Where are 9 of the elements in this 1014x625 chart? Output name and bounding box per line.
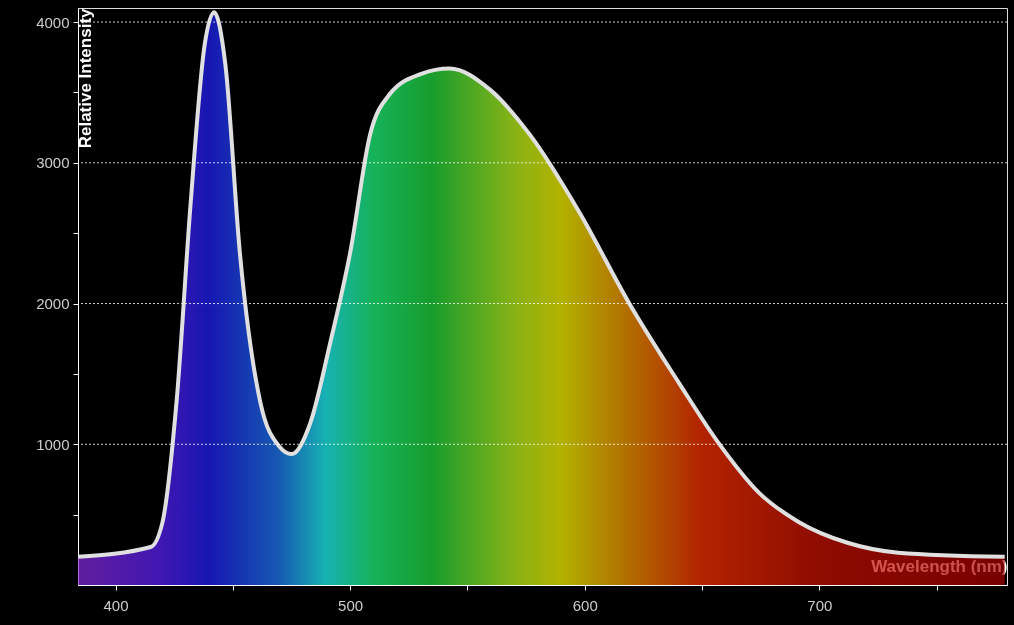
y-axis-title: Relative Intensity (75, 7, 95, 149)
x-tick-label: 500 (338, 596, 364, 614)
y-tick-label: 1000 (36, 435, 70, 453)
y-tick-label: 2000 (36, 295, 70, 313)
x-tick-label: 600 (572, 596, 598, 614)
y-tick-label: 4000 (36, 13, 70, 31)
x-tick-label: 700 (807, 596, 833, 614)
x-tick-label: 400 (103, 596, 129, 614)
y-tick-label: 3000 (36, 154, 70, 172)
